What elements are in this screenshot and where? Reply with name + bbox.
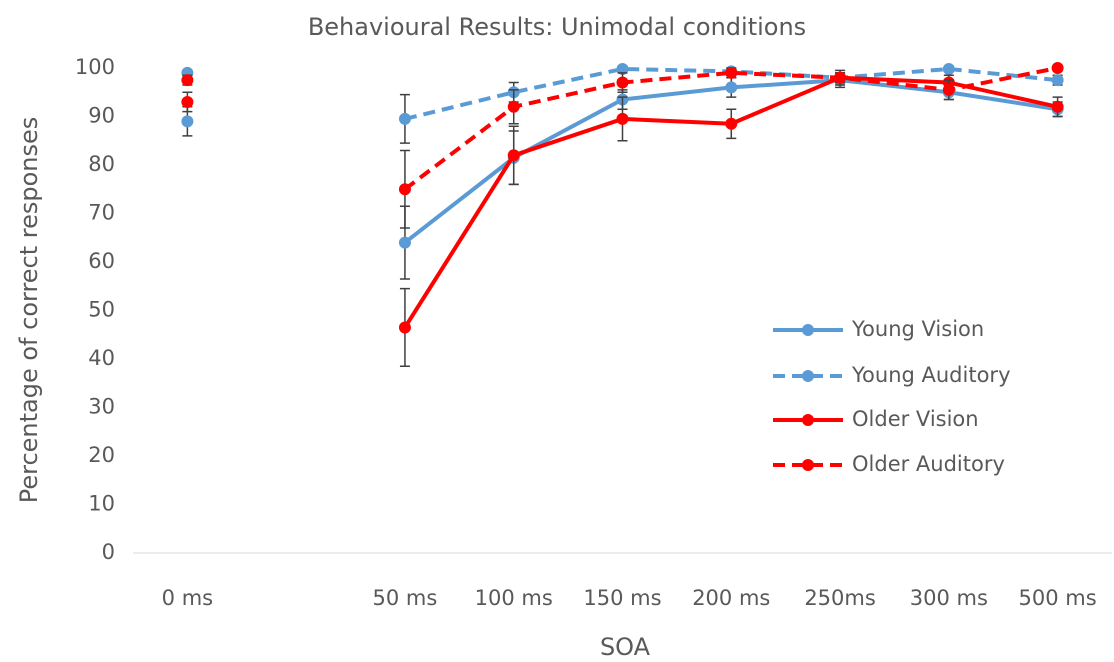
data-point	[507, 149, 520, 162]
y-tick-label: 90	[88, 104, 115, 128]
x-axis-label: SOA	[600, 633, 651, 661]
y-axis-label: Percentage of correct responses	[15, 117, 43, 504]
legend-label: Young Auditory	[851, 363, 1011, 387]
series-line	[403, 78, 1058, 245]
data-point	[181, 115, 194, 128]
x-tick-label: 150 ms	[583, 586, 661, 610]
y-tick-label: 50	[88, 298, 115, 322]
data-point	[398, 183, 411, 196]
x-tick-label: 50 ms	[373, 586, 438, 610]
legend-label: Older Vision	[852, 407, 979, 431]
y-tick-label: 20	[88, 443, 115, 467]
data-point	[725, 66, 738, 79]
data-point	[725, 81, 738, 94]
y-tick-label: 40	[88, 346, 115, 370]
data-point	[1051, 74, 1064, 87]
y-tick-label: 10	[88, 492, 115, 516]
legend-marker	[802, 414, 814, 426]
data-point	[834, 71, 847, 84]
x-tick-label: 500 ms	[1019, 586, 1097, 610]
y-tick-label: 0	[102, 540, 115, 564]
data-point	[398, 112, 411, 125]
data-point	[398, 236, 411, 249]
data-point	[942, 62, 955, 75]
data-point	[616, 112, 629, 125]
data-point	[181, 95, 194, 108]
legend-marker	[802, 324, 814, 336]
y-tick-label: 30	[88, 395, 115, 419]
data-point	[398, 321, 411, 334]
x-tick-label: 250ms	[804, 586, 875, 610]
legend-label: Older Auditory	[852, 452, 1005, 476]
data-point	[942, 83, 955, 96]
y-tick-label: 60	[88, 249, 115, 273]
legend-marker	[802, 370, 814, 382]
x-tick-label: 300 ms	[910, 586, 988, 610]
y-tick-label: 70	[88, 201, 115, 225]
x-tick-label: 100 ms	[475, 586, 553, 610]
x-tick-label: 200 ms	[692, 586, 770, 610]
y-tick-label: 100	[75, 55, 115, 79]
y-tick-label: 80	[88, 152, 115, 176]
data-point	[616, 62, 629, 75]
data-point	[1051, 100, 1064, 113]
x-tick-label: 0 ms	[162, 586, 213, 610]
data-point	[181, 74, 194, 87]
data-point	[507, 100, 520, 113]
legend-marker	[802, 459, 814, 471]
legend-label: Young Vision	[851, 317, 984, 341]
data-point	[725, 117, 738, 130]
chart-title: Behavioural Results: Unimodal conditions	[308, 13, 806, 41]
data-point	[616, 76, 629, 89]
data-point	[1051, 62, 1064, 74]
